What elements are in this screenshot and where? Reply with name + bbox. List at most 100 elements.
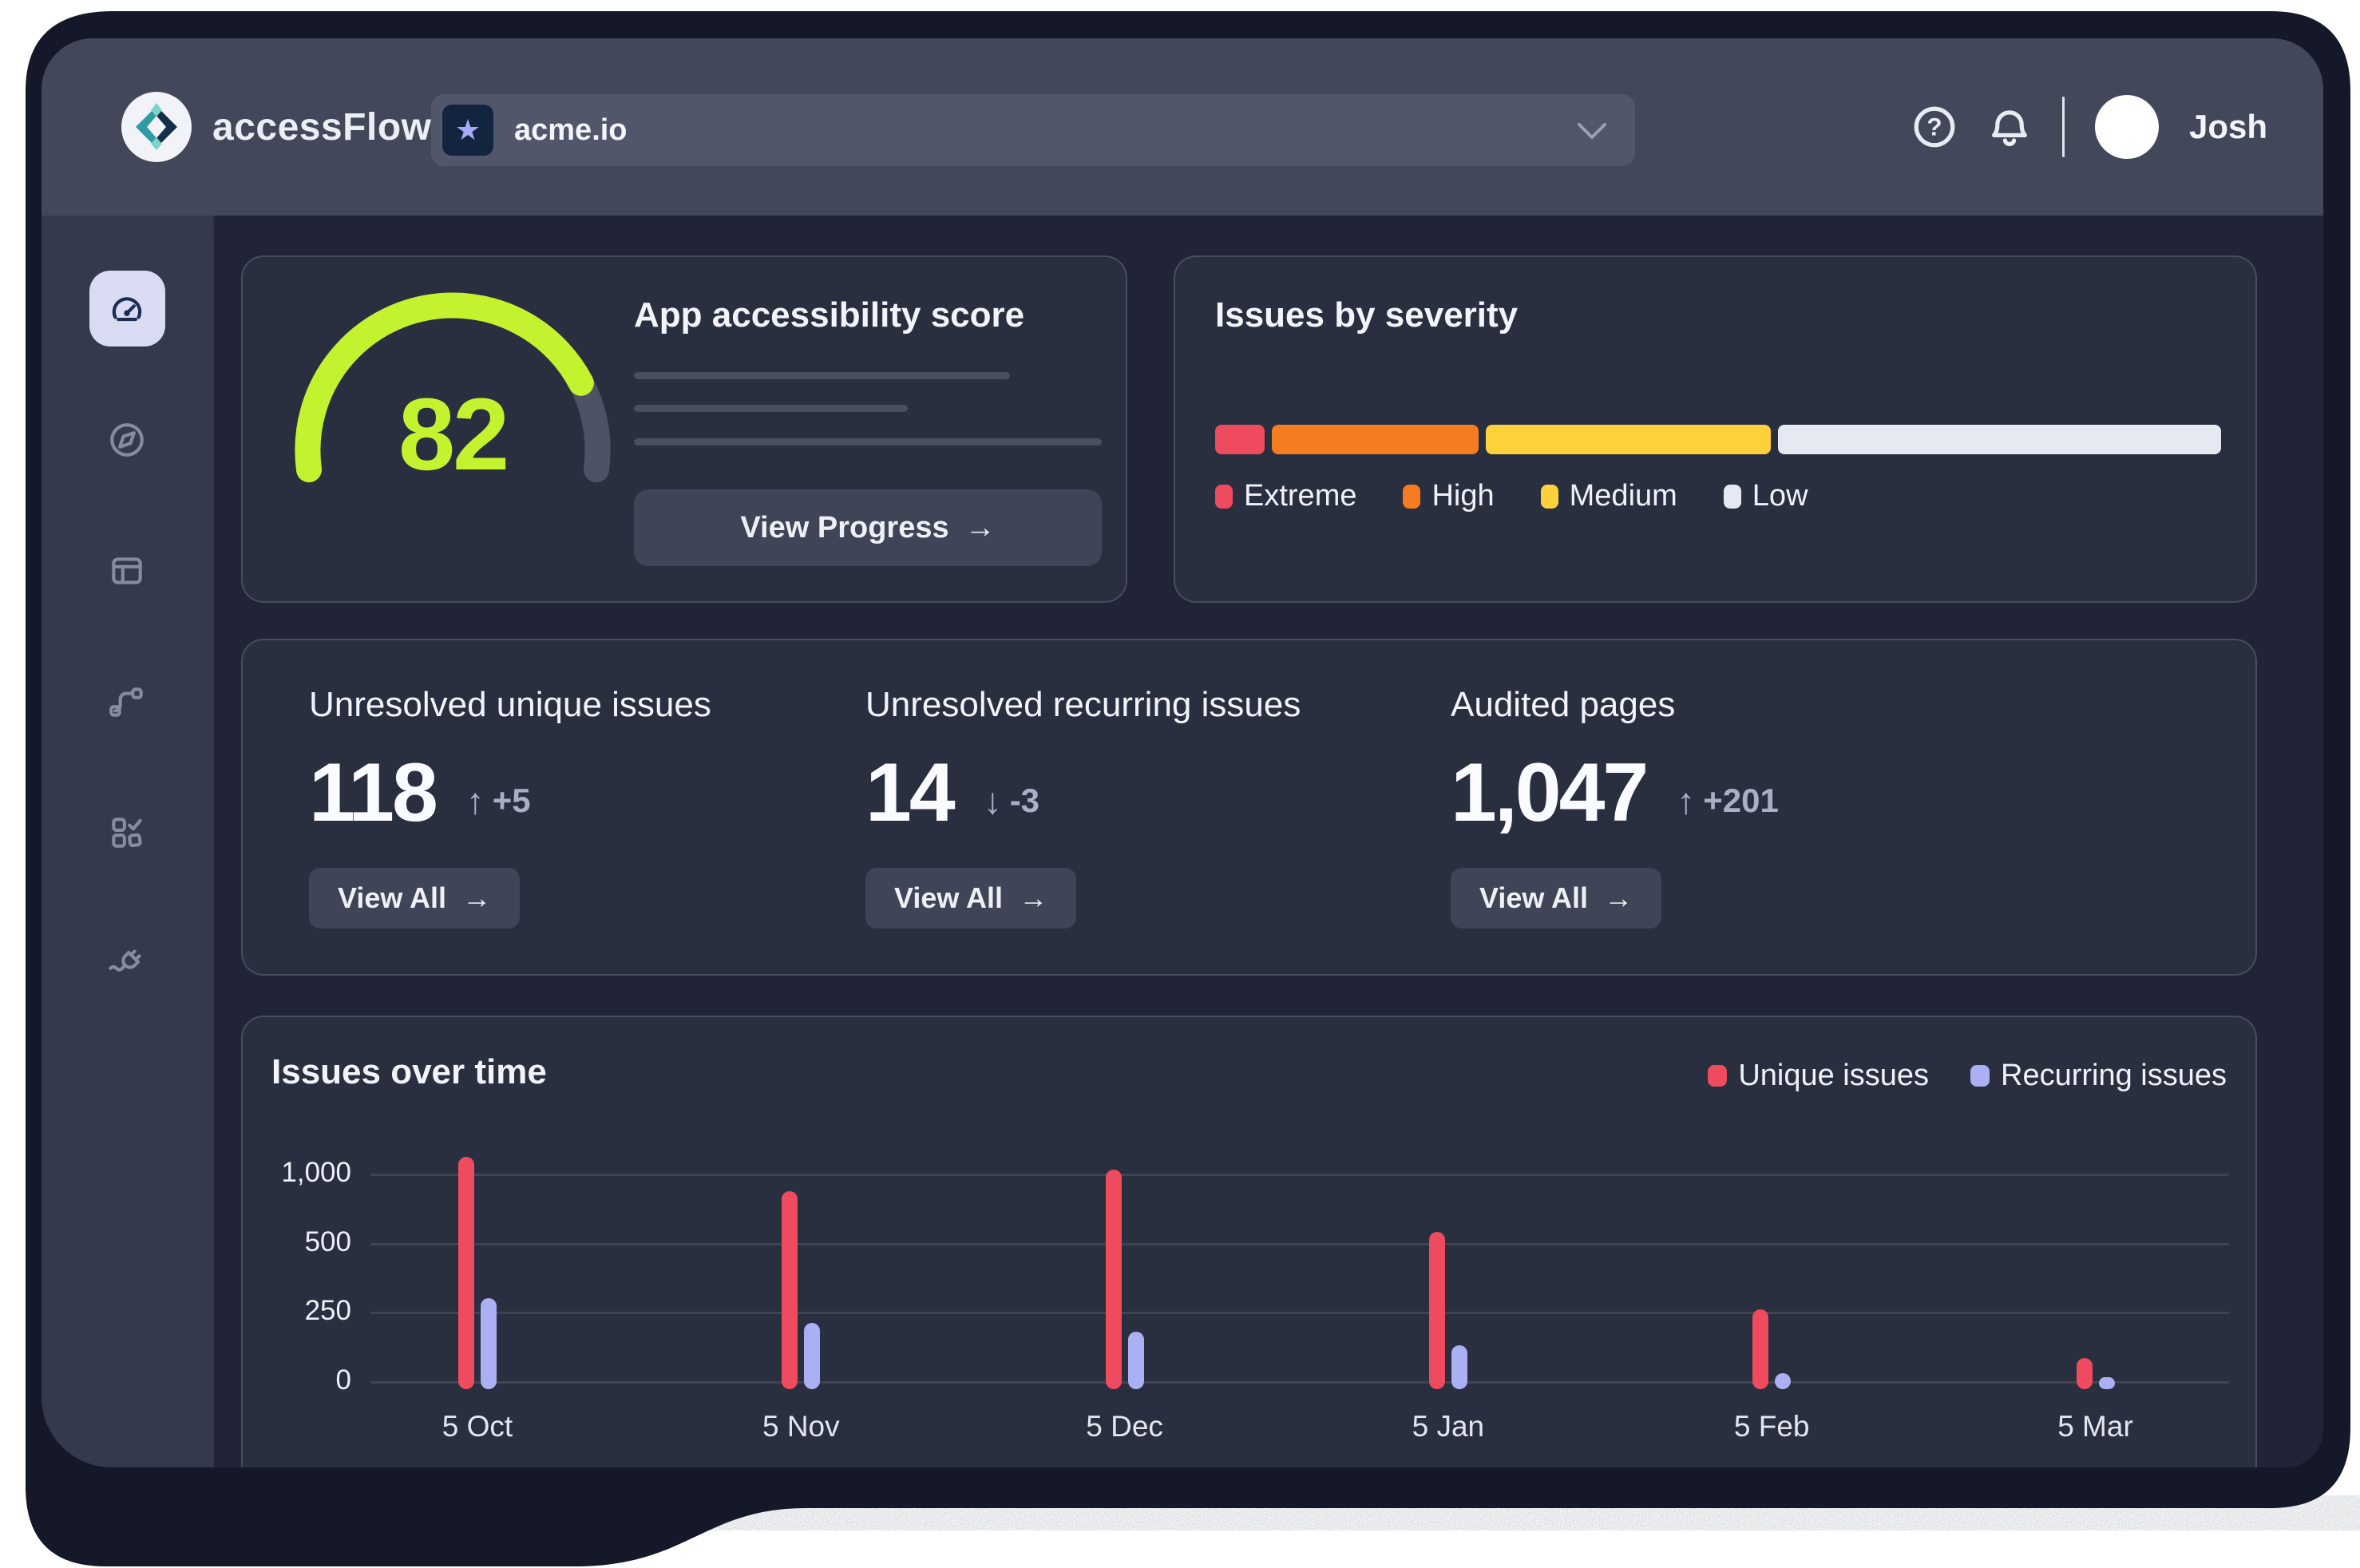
severity-legend-item-low: Low (1723, 479, 1808, 513)
gridline-500 (370, 1242, 2229, 1245)
compass-icon (107, 420, 147, 460)
star-icon: ★ (442, 105, 493, 156)
layout-icon (107, 551, 147, 591)
stat-block-3: Audited pages 1,047 ↑ +201 View All → (1451, 685, 1779, 929)
route-icon (107, 682, 147, 722)
stat-label: Unresolved recurring issues (865, 685, 1301, 724)
x-axis-label: 5 Oct (442, 1410, 513, 1443)
help-icon[interactable]: ? (1912, 105, 1957, 149)
x-axis-label: 5 Nov (762, 1410, 840, 1443)
bar-recurring-issues-5-Dec (1127, 1331, 1144, 1389)
view-progress-label: View Progress (740, 510, 949, 544)
bar-unique-issues-5-Feb (1752, 1309, 1769, 1389)
bar-recurring-issues-5-Oct (481, 1297, 497, 1389)
trend-up-icon: ↑ (1677, 779, 1696, 822)
arrow-right-icon: → (1604, 881, 1633, 914)
y-axis-tick-label: 500 (304, 1225, 351, 1257)
top-bar: accessFlow ★ acme.io ? Josh (42, 38, 2323, 216)
bar-recurring-issues-5-Jan (1451, 1344, 1467, 1389)
gridline-250 (370, 1312, 2229, 1315)
stat-value-row: 1,047 ↑ +201 (1451, 746, 1779, 841)
y-axis-tick-label: 0 (335, 1364, 351, 1396)
x-axis-label: 5 Mar (2057, 1410, 2133, 1443)
gridline-1,000 (370, 1173, 2229, 1176)
stat-value-row: 14 ↓ -3 (865, 746, 1301, 841)
avatar[interactable] (2094, 95, 2159, 159)
user-name: Josh (2188, 108, 2267, 145)
stat-delta: ↓ -3 (984, 779, 1039, 822)
severity-stacked-bar (1215, 425, 2221, 454)
main-content: 82 App accessibility score View Progress… (214, 216, 2323, 1467)
score-gauge: 82 (265, 271, 640, 493)
x-axis-label: 5 Feb (1733, 1410, 1810, 1443)
stat-delta: ↑ +201 (1677, 779, 1779, 822)
stat-value: 14 (865, 746, 956, 839)
gauge-icon (107, 289, 147, 329)
legend-swatch (1723, 484, 1741, 509)
accessflow-logo-icon (121, 92, 192, 162)
accessibility-score-card: 82 App accessibility score View Progress… (241, 255, 1127, 603)
bar-unique-issues-5-Oct (458, 1157, 474, 1389)
bar-recurring-issues-5-Nov (804, 1323, 821, 1389)
chart-title: Issues over time (271, 1052, 547, 1091)
view-progress-button[interactable]: View Progress → (634, 489, 1102, 566)
arrow-right-icon: → (964, 510, 996, 544)
plug-icon (107, 944, 147, 984)
bar-unique-issues-5-Nov (782, 1190, 798, 1389)
legend-label: High (1431, 479, 1495, 513)
legend-label: Low (1752, 479, 1808, 513)
severity-segment-low (1778, 425, 2221, 454)
x-axis-label: 5 Jan (1412, 1410, 1485, 1443)
skeleton-line (634, 372, 1010, 379)
bell-icon[interactable] (1987, 105, 2032, 149)
severity-legend-item-extreme: Extreme (1215, 479, 1356, 513)
chevron-down-icon (1578, 123, 1606, 139)
sidebar-item-integrations[interactable] (89, 925, 165, 1001)
arrow-right-icon: → (1019, 881, 1048, 914)
project-selector-dropdown[interactable]: ★ acme.io (431, 94, 1635, 166)
sidebar-nav (42, 216, 212, 1467)
trend-up-icon: ↑ (465, 779, 485, 822)
sidebar-item-flows[interactable] (89, 663, 165, 739)
tasks-check-icon (107, 813, 147, 853)
view-all-label: View All (1479, 881, 1589, 914)
stat-value-row: 118 ↑ +5 (309, 746, 711, 841)
chart-legend-item-recurring-issues: Recurring issues (1970, 1059, 2227, 1093)
score-card-title: App accessibility score (634, 295, 1025, 335)
header-divider (2061, 97, 2065, 157)
skeleton-line (634, 438, 1102, 445)
legend-swatch (1215, 484, 1233, 509)
body-row: 82 App accessibility score View Progress… (42, 216, 2323, 1467)
view-all-button[interactable]: View All → (309, 868, 521, 929)
stat-delta: ↑ +5 (466, 779, 531, 822)
legend-label: Medium (1569, 479, 1677, 513)
arrow-right-icon: → (462, 881, 492, 914)
stat-value: 1,047 (1451, 746, 1649, 839)
view-all-label: View All (894, 881, 1004, 914)
legend-swatch (1708, 1065, 1728, 1087)
trend-down-icon: ↓ (983, 779, 1002, 822)
bar-unique-issues-5-Dec (1105, 1169, 1122, 1389)
view-all-button[interactable]: View All → (1451, 868, 1662, 929)
severity-legend-item-high: High (1403, 479, 1495, 513)
severity-segment-high (1271, 425, 1479, 454)
sidebar-item-explore[interactable] (89, 402, 165, 477)
stat-delta-value: +201 (1703, 781, 1779, 819)
legend-label: Recurring issues (2001, 1059, 2227, 1092)
sidebar-item-checks[interactable] (89, 794, 165, 870)
stats-summary-card: Unresolved unique issues 118 ↑ +5 View All → U… (241, 639, 2257, 976)
severity-segment-medium (1485, 425, 1772, 454)
svg-text:?: ? (1926, 113, 1942, 141)
severity-legend-item-medium: Medium (1540, 479, 1677, 513)
sidebar-item-dashboard[interactable] (89, 271, 165, 346)
view-all-button[interactable]: View All → (865, 868, 1077, 929)
bar-unique-issues-5-Mar (2076, 1357, 2093, 1389)
y-axis-tick-label: 1,000 (281, 1156, 351, 1188)
severity-card-title: Issues by severity (1215, 295, 1519, 335)
brand: accessFlow (121, 38, 431, 216)
legend-label: Extreme (1244, 479, 1357, 513)
sidebar-item-pages[interactable] (89, 533, 165, 608)
legend-label: Unique issues (1738, 1059, 1929, 1092)
bar-recurring-issues-5-Mar (2098, 1376, 2115, 1389)
